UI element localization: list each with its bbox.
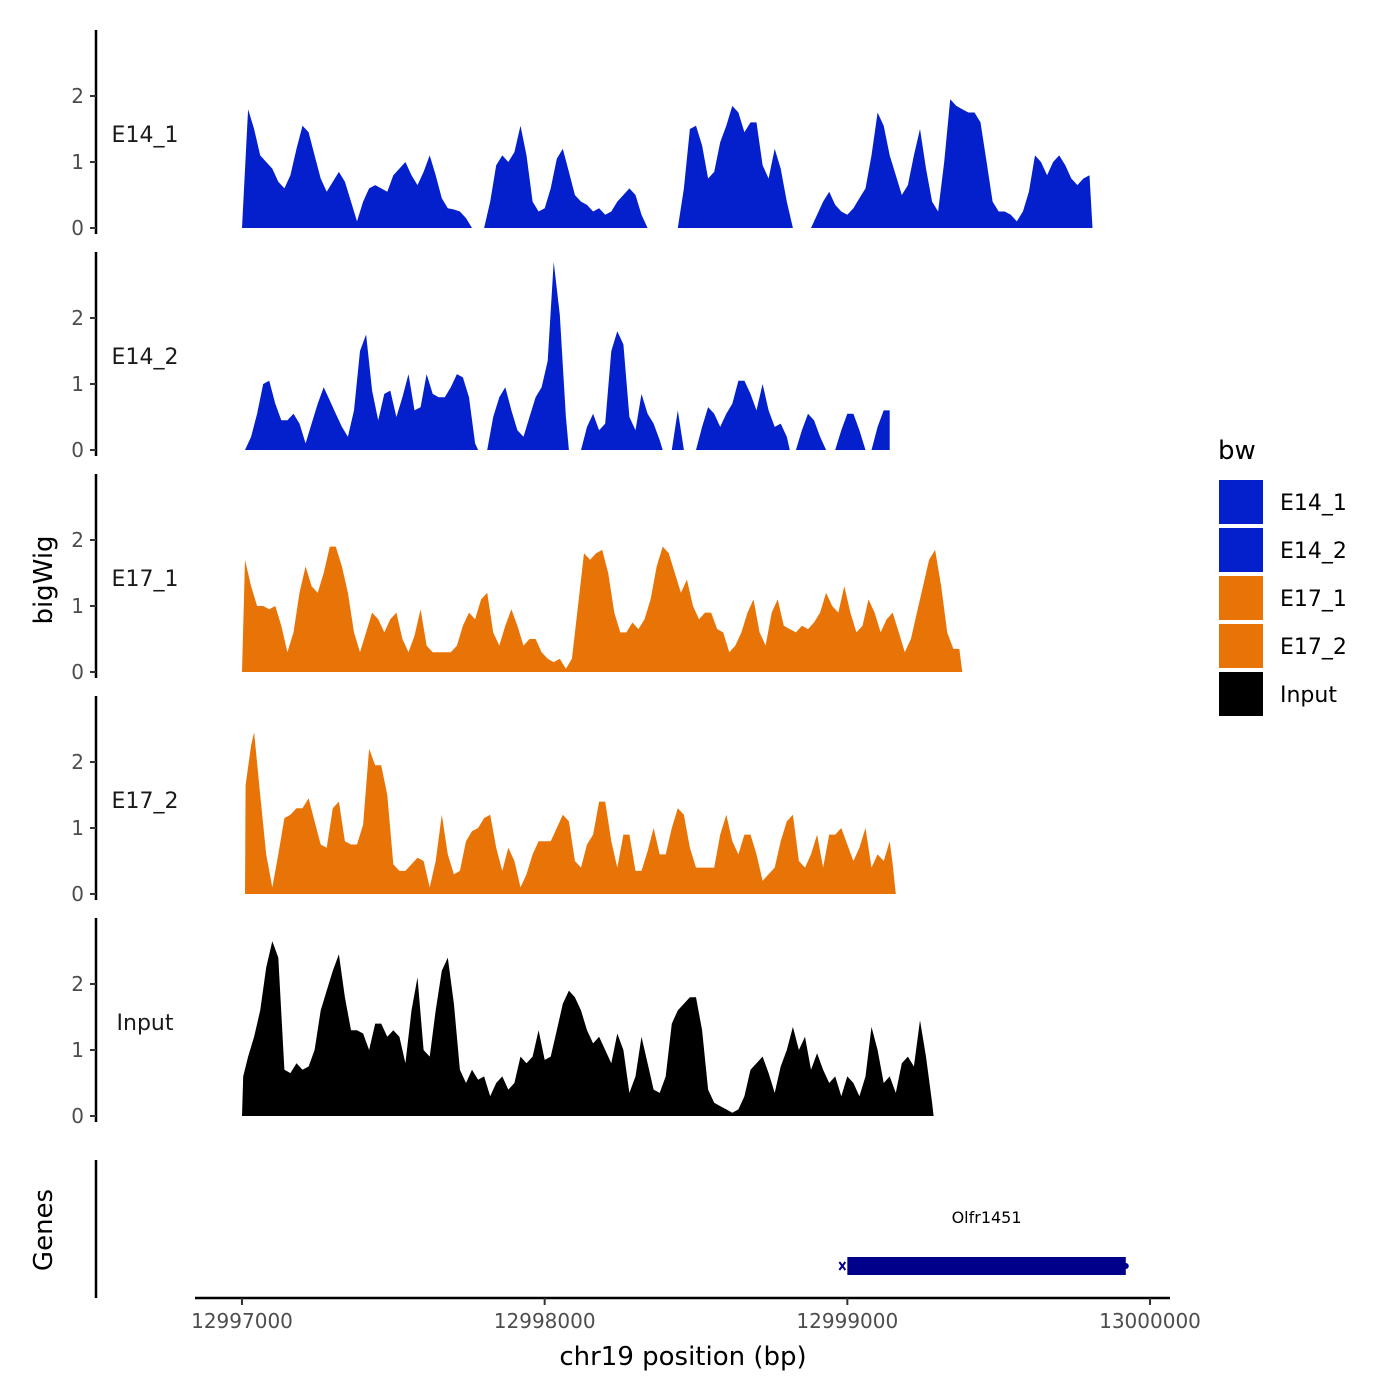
track-label-E17_1: E17_1 <box>112 567 179 592</box>
legend-label-Input: Input <box>1280 683 1337 708</box>
y-tick-label-E17_1-1: 1 <box>71 594 84 618</box>
x-tick-label-12997000: 12997000 <box>191 1309 293 1333</box>
y-tick-label-E14_1-2: 2 <box>71 84 84 108</box>
y-tick-label-E14_2-1: 1 <box>71 372 84 396</box>
y-tick-label-Input-2: 2 <box>71 972 84 996</box>
track-Input: 0 1 2 Input <box>71 918 934 1128</box>
track-E14_1: 0 1 2 E14_1 <box>71 30 1093 240</box>
track-E17_2: 0 1 2 E17_2 <box>71 696 896 906</box>
y-tick-label-E14_1-1: 1 <box>71 150 84 174</box>
x-tick-label-12999000: 12999000 <box>796 1309 898 1333</box>
x-axis-title: chr19 position (bp) <box>559 1342 806 1372</box>
y-tick-label-E14_2-0: 0 <box>71 438 84 462</box>
gene-label-Olfr1451: Olfr1451 <box>952 1208 1022 1227</box>
legend-swatch-E17_2 <box>1219 624 1263 668</box>
y-tick-label-Input-1: 1 <box>71 1038 84 1062</box>
y-tick-label-E17_2-2: 2 <box>71 750 84 774</box>
track-label-E14_2: E14_2 <box>112 345 179 370</box>
legend-swatch-E14_1 <box>1219 480 1263 524</box>
area-E17_2 <box>245 732 896 894</box>
legend-swatch-Input <box>1219 672 1263 716</box>
legend-title: bw <box>1218 436 1256 466</box>
legend: bw E14_1 E14_2 E17_1 E17_2 Input <box>1218 436 1347 716</box>
y-tick-label-Input-0: 0 <box>71 1104 84 1128</box>
gene-body-Olfr1451 <box>847 1257 1126 1275</box>
x-axis: 12997000 12998000 12999000 13000000 <box>191 1296 1201 1333</box>
genes-axis-title: Genes <box>29 1189 59 1271</box>
y-tick-label-E17_2-0: 0 <box>71 882 84 906</box>
y-tick-label-E14_2-2: 2 <box>71 306 84 330</box>
track-E14_2: 0 1 2 E14_2 <box>71 252 890 462</box>
legend-label-E17_2: E17_2 <box>1280 635 1347 660</box>
area-E17_1 <box>242 546 963 672</box>
y-tick-label-E17_1-2: 2 <box>71 528 84 552</box>
track-E17_1: 0 1 2 E17_1 <box>71 474 963 684</box>
track-label-E17_2: E17_2 <box>112 789 179 814</box>
y-tick-label-E17_2-1: 1 <box>71 816 84 840</box>
track-label-E14_1: E14_1 <box>112 123 179 148</box>
y-tick-label-E14_1-0: 0 <box>71 216 84 240</box>
legend-swatch-E17_1 <box>1219 576 1263 620</box>
area-E14_2 <box>245 261 890 450</box>
genes-panel: Olfr1451 <box>94 1160 1129 1298</box>
area-E14_1 <box>242 99 1093 228</box>
legend-label-E17_1: E17_1 <box>1280 587 1347 612</box>
x-tick-label-12998000: 12998000 <box>494 1309 596 1333</box>
track-panels: 0 1 2 E14_1 0 1 2 E14_2 0 1 2 E17_1 0 1 2 E17_2 0 1 2 Input <box>71 30 1093 1128</box>
legend-label-E14_1: E14_1 <box>1280 491 1347 516</box>
x-tick-label-13000000: 13000000 <box>1099 1309 1201 1333</box>
legend-swatch-E14_2 <box>1219 528 1263 572</box>
gene-strand-mark-b <box>838 1261 847 1271</box>
y-tick-label-E17_1-0: 0 <box>71 660 84 684</box>
y-axis-title: bigWig <box>29 535 59 624</box>
legend-label-E14_2: E14_2 <box>1280 539 1347 564</box>
area-Input <box>242 941 934 1116</box>
gene-end-mark <box>1122 1263 1129 1269</box>
track-label-Input: Input <box>117 1011 174 1036</box>
